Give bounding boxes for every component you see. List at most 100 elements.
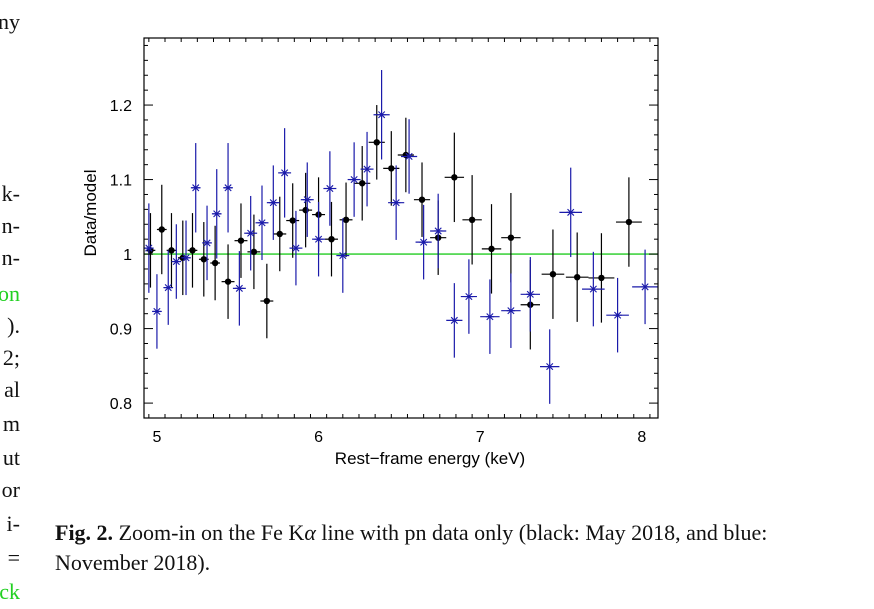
data-point-nov-2018	[289, 210, 303, 286]
data-point-nov-2018	[360, 131, 374, 207]
x-tick-label: 5	[152, 429, 161, 446]
adjacent-text-fragment: m	[2, 411, 20, 436]
y-tick-label: 1	[123, 247, 132, 264]
marker-cross	[325, 184, 335, 193]
data-point-nov-2018	[323, 151, 337, 226]
data-point-nov-2018	[582, 251, 605, 327]
marker-dot	[328, 235, 335, 243]
marker-cross	[246, 229, 255, 237]
marker-dot	[549, 270, 557, 278]
adjacent-text-fragment: al	[4, 377, 20, 402]
marker-cross	[303, 196, 312, 204]
data-point-may-2018	[462, 175, 482, 265]
marker-dot	[263, 297, 271, 305]
data-point-nov-2018	[144, 203, 154, 293]
caption-alpha-symbol: α	[304, 520, 316, 545]
marker-cross	[464, 292, 474, 301]
marker-dot	[237, 237, 245, 244]
marker-dot	[189, 247, 196, 254]
data-point-nov-2018	[480, 279, 500, 354]
marker-dot	[388, 165, 395, 172]
marker-cross	[566, 208, 575, 216]
data-point-nov-2018	[266, 165, 280, 240]
marker-dot	[598, 274, 605, 282]
marker-cross	[349, 175, 359, 184]
y-tick-label: 1.2	[110, 98, 132, 115]
data-point-may-2018	[588, 233, 615, 323]
adjacent-text-fragment: ut	[2, 445, 20, 470]
data-point-nov-2018	[190, 143, 201, 233]
x-tick-label: 8	[637, 429, 646, 446]
data-point-may-2018	[247, 214, 261, 290]
caption-text-start: Zoom-in on the Fe K	[113, 520, 305, 545]
marker-cross	[181, 254, 191, 262]
marker-dot	[276, 230, 283, 238]
data-point-nov-2018	[501, 273, 521, 348]
marker-cross	[152, 307, 162, 316]
marker-cross	[419, 238, 428, 246]
data-point-may-2018	[354, 146, 371, 221]
data-point-nov-2018	[232, 251, 246, 326]
adjacent-text-fragment: =	[7, 545, 20, 570]
marker-cross	[450, 316, 459, 324]
marker-cross	[545, 362, 554, 371]
marker-dot	[359, 180, 366, 187]
adjacent-text-fragment: or	[1, 477, 20, 502]
figure-2-plot: 5 6 7 8 0.8 0.9 1 1.1 1.2 Rest−frame energy (keV…	[78, 28, 678, 478]
data-point-may-2018	[198, 222, 209, 297]
marker-dot	[289, 217, 296, 224]
data-point-nov-2018	[460, 259, 477, 334]
data-point-may-2018	[444, 132, 465, 223]
data-point-may-2018	[383, 131, 400, 206]
data-point-nov-2018	[312, 201, 326, 277]
marker-cross	[362, 165, 372, 173]
x-tick-label: 7	[476, 429, 485, 446]
data-point-nov-2018	[373, 70, 390, 160]
data-point-nov-2018	[606, 277, 629, 353]
adjacent-text-fragment: on	[0, 281, 20, 306]
caption-text-end: line with pn data only (black: May 2018,…	[55, 520, 768, 575]
marker-cross	[212, 210, 221, 218]
marker-cross	[257, 219, 267, 227]
data-point-may-2018	[325, 201, 338, 277]
data-point-may-2018	[273, 196, 287, 272]
marker-dot	[302, 206, 309, 214]
data-point-nov-2018	[347, 142, 361, 217]
data-point-may-2018	[501, 192, 521, 283]
marker-dot	[211, 259, 219, 267]
data-model-chart: 5 6 7 8 0.8 0.9 1 1.1 1.2 Rest−frame energy (keV…	[81, 37, 659, 468]
marker-cross	[640, 283, 650, 291]
data-point-may-2018	[565, 232, 589, 322]
marker-dot	[418, 196, 426, 203]
adjacent-text-fragment: ny	[0, 9, 20, 34]
data-point-may-2018	[541, 229, 565, 319]
adjacent-text-fragment: n-	[1, 245, 20, 270]
marker-cross	[223, 184, 233, 192]
data-point-nov-2018	[632, 249, 658, 325]
data-point-nov-2018	[163, 250, 174, 325]
adjacent-text-fragment: ).	[7, 313, 20, 338]
y-axis-label: Data/model	[81, 170, 100, 257]
marker-cross	[433, 227, 443, 235]
marker-dot	[573, 273, 581, 281]
data-point-nov-2018	[336, 218, 350, 293]
adjacent-column-text: ny k-n-n-on). 2; al m ut or i- = ck	[0, 0, 22, 609]
marker-cross	[291, 244, 301, 252]
marker-cross	[144, 244, 154, 252]
data-point-nov-2018	[244, 195, 258, 271]
marker-dot	[625, 218, 633, 226]
marker-dot	[158, 226, 165, 233]
y-tick-label: 0.9	[110, 322, 132, 339]
data-point-nov-2018	[300, 162, 314, 237]
x-tick-label: 6	[314, 429, 323, 446]
marker-cross	[589, 285, 598, 293]
data-point-nov-2018	[278, 128, 292, 218]
adjacent-text-fragment: 2;	[2, 345, 20, 370]
marker-cross	[202, 239, 212, 247]
marker-cross	[314, 235, 323, 243]
adjacent-text-fragment: k-	[1, 181, 20, 206]
data-point-may-2018	[397, 117, 414, 193]
marker-cross	[280, 169, 289, 177]
data-point-nov-2018	[446, 283, 463, 358]
data-point-nov-2018	[520, 257, 541, 332]
